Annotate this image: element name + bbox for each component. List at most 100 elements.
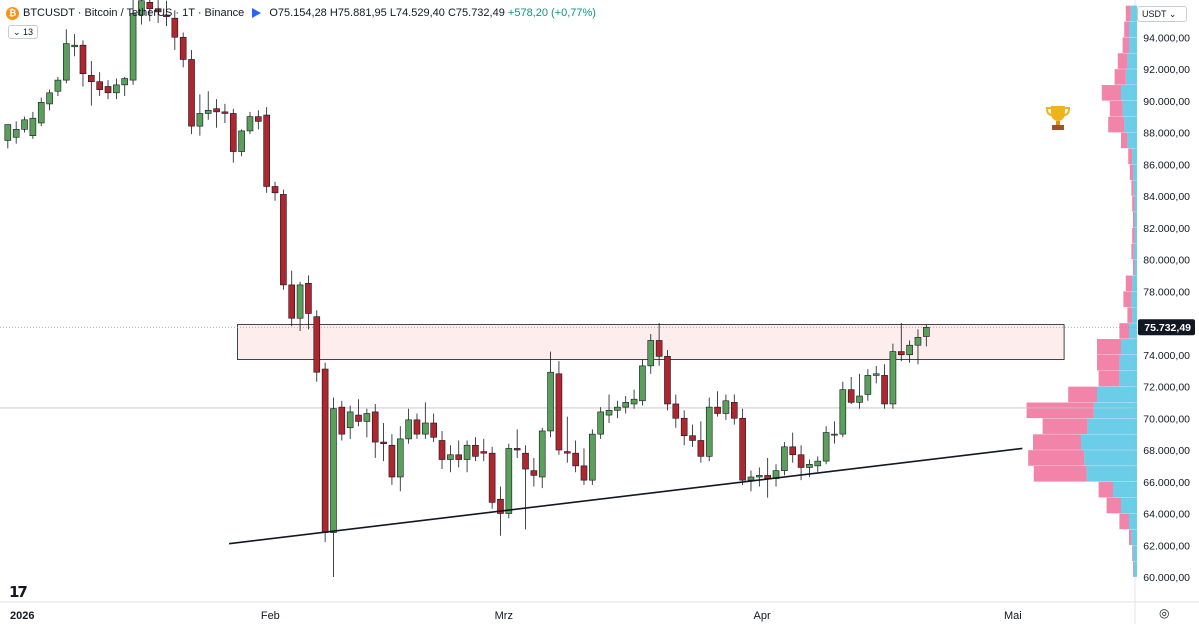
candle bbox=[480, 438, 488, 462]
candle-body bbox=[906, 344, 913, 356]
vp-buy-bar bbox=[1132, 275, 1137, 292]
vp-sell-bar bbox=[1068, 386, 1097, 403]
candle bbox=[146, 0, 154, 22]
candle-body bbox=[154, 8, 162, 13]
candle-body bbox=[447, 454, 454, 460]
candle-body bbox=[497, 498, 504, 514]
candle bbox=[530, 457, 538, 487]
candle bbox=[196, 94, 204, 136]
candle bbox=[363, 408, 371, 438]
candle-body bbox=[88, 75, 95, 82]
candle-body bbox=[722, 400, 730, 414]
candle-body bbox=[914, 336, 922, 346]
vp-buy-bar bbox=[1134, 259, 1137, 276]
bitcoin-icon: ₿ bbox=[6, 6, 19, 20]
symbol-title[interactable]: BTCUSDT · Bitcoin / TetherUS · 1T · Bina… bbox=[23, 7, 245, 19]
vp-sell-bar bbox=[1119, 513, 1129, 530]
candle-body bbox=[664, 356, 671, 405]
candle bbox=[96, 72, 103, 96]
candle-body bbox=[781, 446, 788, 471]
chevron-down-icon: ⌄ bbox=[1168, 9, 1177, 19]
vp-buy-bar bbox=[1119, 370, 1137, 387]
candle bbox=[689, 424, 696, 447]
candle bbox=[355, 399, 362, 427]
open-value: O75.154,28 bbox=[269, 7, 327, 19]
flag-icon[interactable] bbox=[252, 8, 262, 18]
candle bbox=[12, 121, 20, 144]
y-tick-label: 82.000,00 bbox=[1143, 223, 1190, 235]
vp-buy-bar bbox=[1121, 85, 1137, 101]
candle bbox=[37, 97, 45, 127]
vp-sell-bar bbox=[1125, 5, 1131, 22]
candle bbox=[346, 405, 354, 439]
candle-body bbox=[204, 109, 212, 114]
candle-body bbox=[689, 435, 696, 441]
candle bbox=[664, 349, 671, 411]
candle bbox=[255, 110, 262, 130]
candle-body bbox=[363, 413, 371, 422]
candle-body bbox=[388, 444, 396, 478]
vp-buy-bar bbox=[1122, 100, 1137, 117]
candle bbox=[672, 394, 680, 428]
candle bbox=[889, 343, 897, 409]
candle bbox=[647, 334, 655, 374]
last-price-label: 75.732,49 bbox=[1144, 322, 1191, 334]
candle-body bbox=[313, 316, 321, 373]
vp-buy-bar bbox=[1132, 148, 1137, 165]
candle bbox=[288, 270, 296, 327]
candle-body bbox=[480, 451, 488, 454]
vp-sell-bar bbox=[1028, 450, 1085, 466]
vp-buy-bar bbox=[1093, 402, 1137, 419]
low-value: L74.529,40 bbox=[389, 7, 445, 19]
candle-body bbox=[163, 14, 170, 17]
trendline bbox=[229, 447, 1023, 545]
candle-body bbox=[21, 119, 28, 130]
candle bbox=[839, 381, 847, 438]
y-tick-label: 70.000,00 bbox=[1143, 413, 1190, 425]
candle-body bbox=[104, 86, 112, 94]
vp-sell-bar bbox=[1109, 100, 1123, 117]
vp-sell-bar bbox=[1123, 291, 1132, 307]
candle bbox=[563, 416, 571, 463]
candle-body bbox=[288, 284, 296, 319]
candle-body bbox=[113, 84, 120, 94]
candle-body bbox=[229, 113, 237, 152]
y-tick-label: 84.000,00 bbox=[1143, 191, 1190, 203]
x-label-feb: Feb bbox=[260, 610, 280, 622]
candle bbox=[756, 467, 763, 487]
close-value: C75.732,49 bbox=[447, 7, 505, 19]
candle bbox=[739, 408, 746, 485]
indicators-toggle[interactable]: ⌄ 13 bbox=[8, 25, 39, 39]
candle bbox=[572, 440, 579, 473]
candle bbox=[179, 32, 187, 68]
candle-body bbox=[79, 44, 87, 75]
candle bbox=[4, 124, 12, 149]
trophy-icon[interactable] bbox=[1046, 104, 1070, 132]
y-tick-label: 80.000,00 bbox=[1143, 255, 1190, 267]
candle-body bbox=[346, 411, 354, 429]
candle bbox=[538, 427, 546, 489]
candle-body bbox=[438, 440, 446, 460]
candle bbox=[313, 310, 321, 382]
candle-body bbox=[71, 44, 78, 48]
candle-body bbox=[739, 417, 746, 481]
currency-selector[interactable]: USDT ⌄ bbox=[1137, 6, 1187, 22]
tradingview-logo[interactable]: 17 bbox=[9, 583, 28, 601]
y-tick-label: 88.000,00 bbox=[1143, 128, 1190, 140]
vp-buy-bar bbox=[1125, 69, 1137, 85]
vp-sell-bar bbox=[1131, 180, 1134, 196]
candle bbox=[697, 421, 705, 463]
vp-buy-bar bbox=[1086, 466, 1137, 482]
candle-body bbox=[29, 117, 37, 136]
candle bbox=[580, 448, 588, 485]
candle-body bbox=[597, 411, 604, 435]
candle bbox=[488, 446, 496, 509]
candle bbox=[229, 108, 237, 163]
candle-body bbox=[271, 186, 279, 194]
candle bbox=[547, 351, 554, 438]
settings-icon[interactable]: ◎ bbox=[1159, 606, 1170, 620]
candle-body bbox=[179, 36, 187, 60]
candle bbox=[730, 394, 738, 425]
candle bbox=[856, 373, 863, 409]
